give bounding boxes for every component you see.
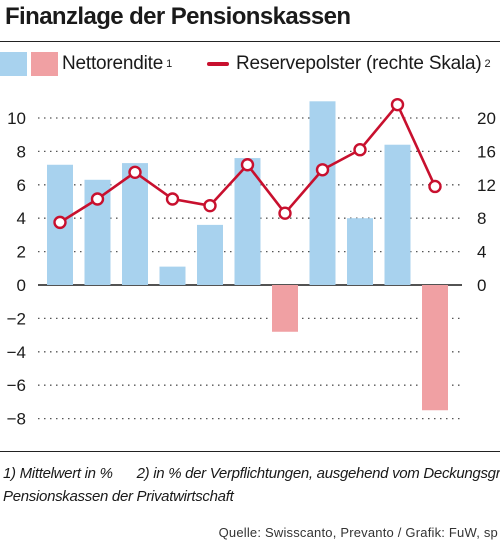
reserve-point	[278, 206, 292, 220]
y-right-tick-label: 12	[477, 176, 496, 195]
bar	[122, 163, 148, 285]
y-right-tick-label: 8	[477, 209, 486, 228]
y-left-tick-label: 6	[17, 176, 26, 195]
footnote-2: 2) in % der Verpflichtungen, ausgehend v…	[136, 465, 500, 482]
y-left-tick-label: −2	[7, 309, 26, 328]
bar	[422, 285, 448, 411]
bar	[234, 158, 261, 285]
bar	[347, 218, 373, 285]
reserve-point	[165, 192, 180, 206]
y-left-tick-label: 4	[17, 209, 26, 228]
source-credit: Quelle: Swisscanto, Prevanto / Grafik: F…	[218, 525, 498, 540]
footnote-line-1: 1) Mittelwert in % 2) in % der Verpflicht…	[3, 462, 500, 485]
y-left-tick-label: −8	[7, 410, 26, 429]
footnotes: 1) Mittelwert in % 2) in % der Verpflicht…	[3, 462, 500, 508]
reserve-point	[128, 165, 142, 179]
legend-footnote-marker-1: 1	[166, 58, 173, 70]
title-divider	[0, 41, 500, 42]
footer-divider	[0, 451, 500, 452]
legend-item-reserve: Reservepolster (rechte Skala) 2	[207, 53, 491, 75]
reserve-point	[240, 158, 255, 172]
chart-title: Finanzlage der Pensionskassen	[5, 3, 351, 30]
legend-item-net-return: Nettorendite 1	[0, 52, 172, 76]
reserve-point	[315, 163, 330, 177]
legend-label-reserve: Reservepolster (rechte Skala)	[236, 53, 482, 74]
y-left-tick-label: −4	[7, 343, 26, 362]
reserve-point	[53, 215, 67, 230]
legend-label-net-return: Nettorendite	[62, 53, 164, 74]
reserve-point	[428, 179, 442, 194]
bar	[159, 266, 186, 285]
footnote-1: 1) Mittelwert in %	[3, 465, 113, 482]
legend-footnote-marker-2: 2	[484, 58, 491, 70]
y-left-tick-label: 10	[7, 109, 26, 128]
legend-swatch-negative	[31, 52, 58, 76]
legend-swatch-positive	[0, 52, 27, 76]
reserve-point	[390, 97, 405, 112]
y-left-tick-label: 8	[17, 142, 26, 161]
reserve-point	[353, 143, 367, 157]
y-right-tick-label: 0	[477, 276, 486, 295]
y-right-tick-label: 16	[477, 142, 496, 161]
bar	[272, 285, 298, 332]
reserve-point	[90, 192, 105, 206]
y-right-tick-label: 4	[477, 243, 486, 262]
y-left-tick-label: −6	[7, 376, 26, 395]
legend-line-swatch	[207, 62, 229, 66]
bar	[197, 224, 223, 285]
bar	[309, 101, 336, 285]
footnote-3: Pensionskassen der Privatwirtschaft	[3, 488, 234, 505]
y-left-tick-label: 2	[17, 243, 26, 262]
reserve-point	[203, 198, 217, 213]
y-right-tick-label: 20	[477, 109, 496, 128]
y-left-tick-label: 0	[17, 276, 26, 295]
bar	[384, 144, 411, 285]
